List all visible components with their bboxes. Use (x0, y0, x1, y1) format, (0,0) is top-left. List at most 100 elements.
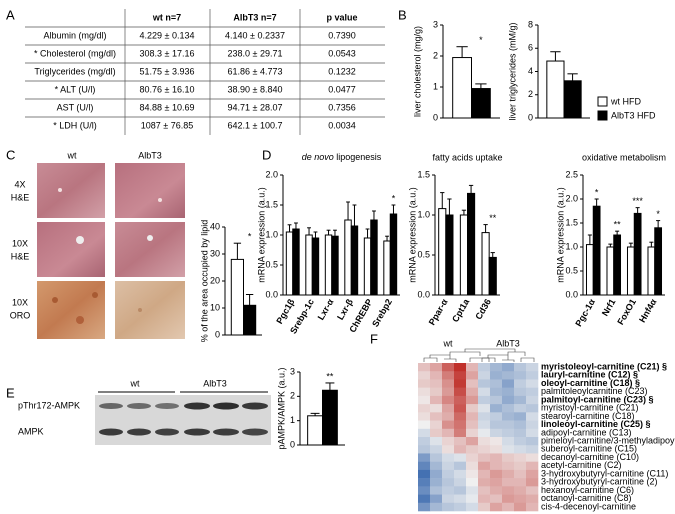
row-label: suberoyl-carnitine (C15) (541, 444, 637, 454)
heatmap-cell (514, 469, 527, 479)
y-tick-label: 0 (433, 112, 438, 122)
error-bar (461, 209, 467, 215)
heatmap-cell (454, 453, 467, 462)
y-tick-label: 2.5 (565, 169, 578, 179)
heatmap-cell (478, 502, 491, 512)
heatmap-cell (418, 453, 431, 462)
heatmap-cell (502, 379, 515, 388)
heatmap-cell (442, 486, 455, 495)
error-bar (385, 235, 389, 241)
heatmap-cell (490, 379, 503, 388)
bar (307, 415, 323, 446)
bar (363, 237, 372, 296)
bar (344, 219, 352, 296)
heatmap-cell (430, 428, 443, 438)
heatmap-cell (490, 469, 503, 479)
heatmap-cell (442, 404, 455, 413)
heatmap-cell (526, 395, 539, 405)
heatmap-cell (526, 486, 539, 495)
row-label: 3-hydroxybutyryl-carnitine (2) (541, 477, 658, 487)
heatmap-cell (454, 371, 467, 380)
panel-label: D (262, 147, 271, 162)
y-axis-label: liver cholesterol (mg/g) (412, 26, 422, 117)
y-tick-label: 1.5 (265, 199, 278, 209)
heatmap-cell (430, 404, 443, 413)
heatmap-cell (466, 453, 479, 462)
table-cell: * LDH (U/l) (53, 120, 97, 130)
x-tick-label: Cpt1a (450, 296, 472, 324)
significance: * (656, 209, 660, 219)
error-bar (456, 46, 468, 58)
heatmap-cell (418, 387, 431, 397)
heatmap-cell (454, 502, 467, 512)
panel-label: B (398, 7, 407, 22)
y-tick-label: 3 (433, 19, 438, 29)
row-label: 10X (12, 297, 28, 307)
title-part: lipogenesis (334, 152, 382, 162)
panel-label: C (6, 147, 15, 162)
heatmap-cell (514, 379, 527, 388)
y-tick-label: 0.5 (417, 249, 430, 259)
heatmap-cell (466, 437, 479, 446)
column-label: AlbT3 (138, 150, 162, 160)
bar (324, 234, 333, 296)
significance: * (595, 187, 599, 197)
table-header: AlbT3 n=7 (233, 12, 276, 22)
heatmap-cell (490, 428, 503, 438)
row-label: 4X (14, 179, 25, 189)
bar (285, 231, 294, 296)
heatmap-cell (526, 502, 539, 512)
heatmap-cell (502, 387, 515, 397)
x-tick-label: Lxr-β (335, 297, 355, 322)
error-bar (352, 204, 357, 226)
significance: ** (614, 220, 622, 230)
heatmap-cell (430, 395, 443, 405)
heatmap-cell (454, 363, 467, 372)
heatmap-cell (526, 387, 539, 397)
row-label: ORO (10, 310, 31, 320)
significance: * (248, 232, 252, 242)
band-label: AMPK (18, 426, 44, 436)
heatmap-cell (418, 502, 431, 512)
bar (467, 192, 476, 296)
dendrogram (423, 348, 535, 362)
legend-label: AlbT3 HFD (611, 110, 656, 120)
band-label: pThr172-AMPK (18, 400, 80, 410)
row-label: stearoyl-carnitine (C18) (541, 411, 635, 421)
row-label: octanoyl-carnitine (C8) (541, 493, 632, 503)
heatmap-cell (514, 395, 527, 405)
y-tick-label: 0.0 (565, 289, 578, 299)
y-tick-label: 10 (210, 302, 220, 312)
heatmap-cell (514, 363, 527, 372)
heatmap-cell (430, 420, 443, 430)
y-axis-label: mRNA expression (a.u.) (256, 187, 266, 283)
heatmap-cell (466, 502, 479, 512)
table-cell: AST (U/l) (57, 102, 94, 112)
table-cell: * Cholesterol (mg/dl) (34, 48, 116, 58)
heatmap-cell (430, 412, 443, 421)
heatmap-cell (418, 437, 431, 446)
y-tick-label: 1.0 (265, 229, 278, 239)
heatmap-cell (466, 363, 479, 372)
column-group-label: AlbT3 (496, 338, 520, 348)
heatmap-cell (418, 469, 431, 479)
heatmap-cell (526, 461, 539, 471)
heatmap-cell (502, 371, 515, 380)
heatmap-cell (490, 420, 503, 430)
heatmap-cell (502, 404, 515, 413)
heatmap-cell (490, 486, 503, 495)
heatmap-cell (502, 395, 515, 405)
error-bar (594, 198, 599, 207)
heatmap-cell (442, 445, 455, 454)
heatmap-cell (478, 469, 491, 479)
row-label: linoleoyl-carnitine (C25) § (541, 419, 651, 429)
heatmap-cell (418, 494, 431, 504)
bar (322, 389, 338, 446)
error-bar (294, 222, 298, 229)
y-tick-label: 8 (528, 19, 533, 29)
heatmap-cell (418, 363, 431, 372)
heatmap-cell (442, 420, 455, 430)
heatmap-cell (418, 461, 431, 471)
heatmap-cell (418, 478, 431, 487)
